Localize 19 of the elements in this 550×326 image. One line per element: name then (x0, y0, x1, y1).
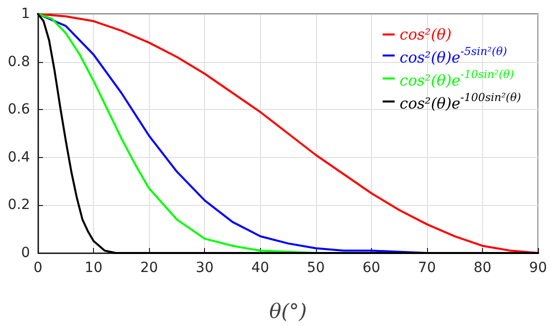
x-tick-label: 60 (362, 260, 380, 276)
x-tick-label: 50 (306, 260, 325, 276)
line-series (37, 13, 540, 254)
y-tick-label: 1 (21, 6, 30, 22)
y-tick-label: 0.6 (8, 102, 30, 118)
y-tick-label: 0.8 (8, 54, 30, 70)
x-tick-label: 90 (529, 260, 548, 276)
x-tick-label: 0 (34, 260, 42, 276)
x-tick-label: 80 (474, 260, 492, 276)
y-tick-label: 0 (21, 245, 30, 261)
x-tick-label: 70 (418, 260, 436, 276)
legend-label: cos²(θ) (400, 26, 452, 44)
x-tick-label: 40 (251, 260, 270, 276)
x-tick-label: 20 (140, 260, 158, 276)
y-tick-label: 0.2 (8, 197, 30, 214)
x-tick-label: 10 (84, 260, 102, 276)
y-tick-label: 0.4 (8, 149, 30, 166)
x-axis-title: θ(°) (269, 299, 307, 323)
x-tick-label: 30 (196, 260, 214, 276)
